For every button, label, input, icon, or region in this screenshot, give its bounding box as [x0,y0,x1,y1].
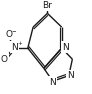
Text: N: N [67,71,74,80]
Text: Br: Br [42,1,52,10]
Text: N: N [49,78,56,87]
Text: +: + [17,41,22,46]
Text: N: N [11,43,18,52]
Text: O: O [0,55,7,64]
Text: N: N [62,43,69,52]
Text: −: − [12,28,16,33]
Text: O: O [6,30,13,39]
